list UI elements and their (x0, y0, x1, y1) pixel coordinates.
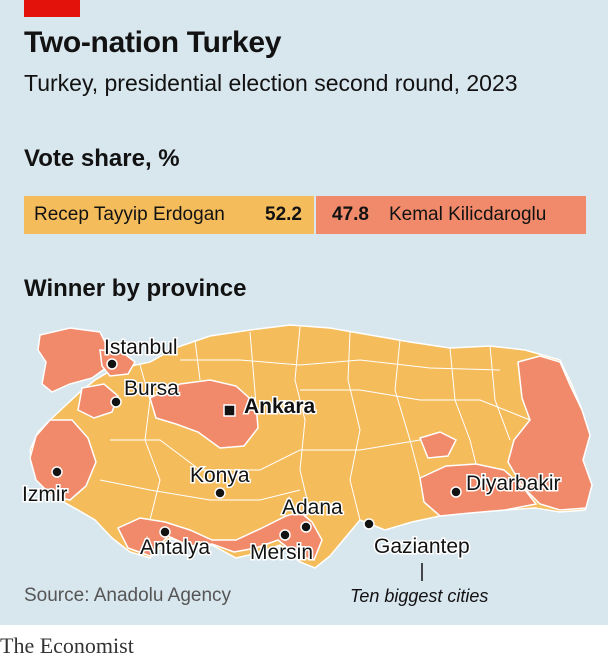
city-marker-konya (214, 487, 226, 499)
province-boundaries (99, 326, 531, 521)
brand-red-tag (24, 0, 80, 17)
city-label-antalya: Antalya (140, 536, 210, 559)
city-marker-adana (300, 521, 312, 533)
aegean-coast-shape (29, 419, 97, 501)
city-label-ankara: Ankara (244, 395, 316, 418)
kilicdaroglu-bar: 47.8 Kemal Kilicdaroglu (316, 196, 586, 234)
kilicdaroglu-value: 47.8 (332, 204, 369, 225)
turkey-province-map: Istanbul Bursa Ankara Izmir Konya Adana … (21, 324, 593, 581)
city-marker-izmir (51, 466, 63, 478)
legend-note: Ten biggest cities (350, 586, 489, 606)
city-marker-mersin (279, 529, 291, 541)
mediterranean-coast-shape (116, 511, 323, 561)
city-marker-ankara (223, 404, 236, 417)
city-label-izmir: Izmir (22, 483, 68, 506)
city-label-istanbul: Istanbul (104, 336, 178, 359)
bursa-region-shape (77, 383, 119, 419)
city-marker-antalya (159, 526, 171, 538)
erdogan-name: Recep Tayyip Erdogan (34, 204, 225, 225)
central-anatolia-shape (149, 379, 259, 449)
source-note: Source: Anadolu Agency (24, 585, 232, 606)
city-marker-istanbul (106, 358, 118, 370)
southeast-provinces-shape (419, 463, 538, 517)
city-label-konya: Konya (190, 464, 250, 487)
tunceli-province-shape (418, 431, 458, 459)
thrace-shape (37, 327, 111, 393)
kilicdaroglu-name: Kemal Kilicdaroglu (388, 204, 547, 225)
erdogan-value: 52.2 (265, 204, 302, 225)
chart-title: Two-nation Turkey (24, 26, 282, 59)
city-label-diyarbakir: Diyarbakir (466, 472, 561, 495)
vote-share-heading: Vote share, % (24, 145, 180, 172)
city-label-gaziantep: Gaziantep (374, 535, 470, 558)
city-label-bursa: Bursa (124, 377, 179, 400)
city-label-mersin: Mersin (250, 541, 313, 564)
chart-subtitle: Turkey, presidential election second rou… (24, 70, 518, 96)
map-heading: Winner by province (24, 275, 247, 302)
erdogan-bar: Recep Tayyip Erdogan 52.2 (24, 196, 314, 234)
city-marker-gaziantep (363, 518, 375, 530)
eastern-provinces-shape (507, 355, 593, 511)
city-label-adana: Adana (282, 496, 343, 519)
city-marker-bursa (110, 396, 122, 408)
brand-logo-text: The Economist (0, 633, 134, 658)
city-marker-diyarbakir (450, 486, 462, 498)
